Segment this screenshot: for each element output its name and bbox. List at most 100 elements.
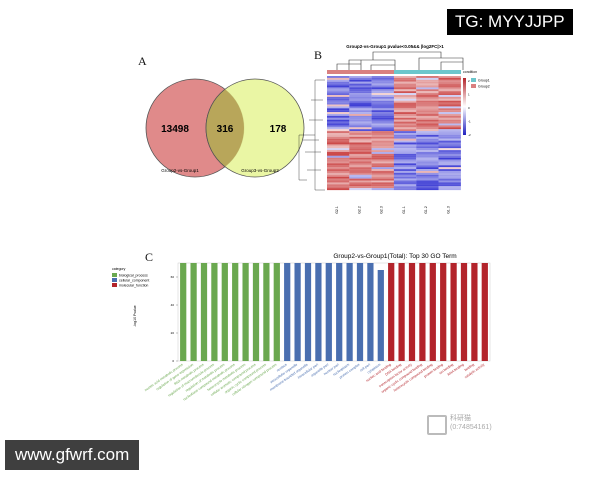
bar xyxy=(346,263,353,361)
heatmap-cell xyxy=(327,98,350,101)
bar xyxy=(398,263,405,361)
heatmap-cell xyxy=(393,155,417,158)
heatmap-cell xyxy=(327,146,350,149)
heatmap-cell xyxy=(349,167,372,170)
heatmap-cell xyxy=(349,119,372,122)
x-tick-label: binding xyxy=(464,362,475,372)
condition-bar-group1 xyxy=(394,70,461,74)
heatmap-cell xyxy=(371,100,394,103)
bar xyxy=(232,263,239,361)
heatmap-cell xyxy=(438,152,461,154)
heatmap-cell xyxy=(349,123,372,126)
heatmap-cell xyxy=(416,91,439,94)
heatmap-cell xyxy=(327,157,350,160)
heatmap-title: Group2-vs-Group1 pvalue<0.05&& |log2FC|>… xyxy=(346,44,444,49)
bar xyxy=(242,263,249,361)
bar xyxy=(263,263,270,361)
heatmap-cell xyxy=(393,150,417,153)
heatmap-cell xyxy=(327,106,350,109)
panel-label-a: A xyxy=(138,54,147,68)
heatmap-cell xyxy=(371,91,394,94)
heatmap-cell xyxy=(393,148,417,151)
heatmap-cell xyxy=(327,182,350,185)
heatmap-cell xyxy=(393,119,417,122)
heatmap-cell xyxy=(349,148,372,151)
heatmap-cell xyxy=(371,169,394,172)
heatmap-cell xyxy=(371,171,394,173)
heatmap-cell xyxy=(416,87,439,90)
legend-title: condition xyxy=(463,70,477,74)
heatmap-cell xyxy=(327,178,350,181)
heatmap-cell xyxy=(371,125,394,128)
heatmap-cell xyxy=(416,106,439,109)
heatmap-cell xyxy=(327,87,350,90)
heatmap-cell xyxy=(416,142,439,145)
heatmap-cell xyxy=(416,129,439,132)
heatmap-cell xyxy=(438,184,461,187)
heatmap-cell xyxy=(349,102,372,105)
heatmap-cell xyxy=(327,153,350,156)
chart-title: Group2-vs-Group1(Total): Top 30 GO Term xyxy=(333,253,456,260)
heatmap-cell xyxy=(416,172,439,175)
y-tick-label: 60 xyxy=(171,275,175,279)
heatmap-cell xyxy=(416,95,439,97)
heatmap-cell xyxy=(416,148,439,151)
heatmap-cell xyxy=(349,79,372,82)
heatmap-cell xyxy=(327,150,350,153)
venn-right-count: 178 xyxy=(270,124,287,135)
heatmap-cell xyxy=(349,146,372,149)
heatmap-cell xyxy=(438,119,461,122)
heatmap-cell xyxy=(327,172,350,175)
heatmap-cell xyxy=(416,165,439,168)
x-tick-label: cell part xyxy=(359,363,371,373)
heatmap-cell xyxy=(327,76,350,78)
heatmap-cell xyxy=(416,140,439,143)
heatmap-cell xyxy=(349,100,372,103)
heatmap-cell xyxy=(327,140,350,143)
heatmap-cell xyxy=(438,77,461,80)
stamp-line1: 科研猫 xyxy=(450,415,471,422)
heatmap-cell xyxy=(327,161,350,164)
heatmap-cell xyxy=(327,169,350,172)
heatmap-cell xyxy=(416,108,439,111)
heatmap-cell xyxy=(393,110,417,113)
bar xyxy=(180,263,187,361)
heatmap-cell xyxy=(393,127,417,130)
bar xyxy=(408,263,416,361)
heatmap-cell xyxy=(393,129,417,132)
heatmap-cell xyxy=(438,81,461,84)
heatmap-column-label: G1.1 xyxy=(402,206,406,214)
heatmap-cell xyxy=(438,104,461,107)
heatmap-cell xyxy=(349,180,372,183)
heatmap-cell xyxy=(371,95,394,97)
heatmap-cell xyxy=(349,114,372,116)
heatmap-cell xyxy=(438,123,461,126)
heatmap-cell xyxy=(371,119,394,122)
heatmap-cell xyxy=(393,77,417,80)
heatmap-cell xyxy=(416,157,439,160)
bar xyxy=(419,263,426,361)
heatmap-cell xyxy=(438,89,461,92)
bar xyxy=(211,263,218,361)
go-bar-chart: Group2-vs-Group1(Total): Top 30 GO Term … xyxy=(112,253,491,402)
heatmap-cell xyxy=(349,125,372,128)
heatmap-cell xyxy=(393,174,417,177)
heatmap-cell xyxy=(371,165,394,168)
heatmap-cell xyxy=(327,112,350,115)
heatmap-cell xyxy=(393,169,417,172)
panel-label-c: C xyxy=(145,250,154,264)
heatmap-cell xyxy=(327,114,350,116)
color-scale-tick: 1 xyxy=(468,93,470,97)
heatmap-cell xyxy=(349,176,372,179)
heatmap-cell xyxy=(327,148,350,151)
heatmap-cell xyxy=(349,87,372,90)
heatmap-cell xyxy=(327,171,350,173)
y-axis-label: -log10 Pvalue xyxy=(133,305,137,326)
heatmap-cell xyxy=(371,136,394,139)
heatmap-cell xyxy=(416,102,439,105)
heatmap-cell xyxy=(416,155,439,158)
heatmap-cell xyxy=(371,96,394,99)
heatmap-cell xyxy=(416,180,439,183)
heatmap-cell xyxy=(416,110,439,113)
heatmap-cell xyxy=(371,83,394,86)
